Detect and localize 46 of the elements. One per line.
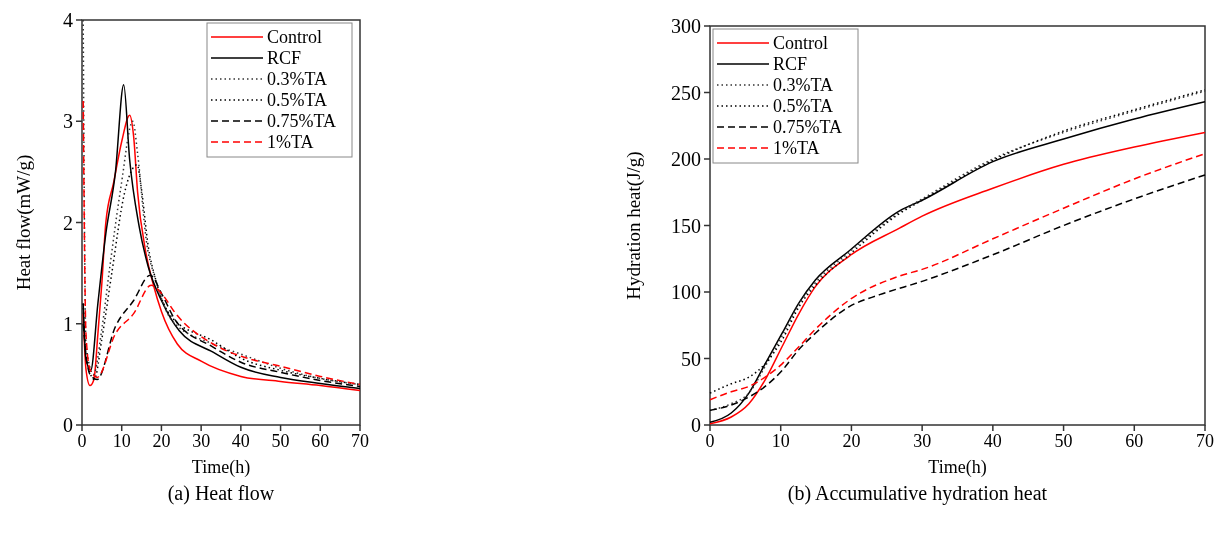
y-tick-label: 0: [63, 414, 73, 436]
x-tick-label: 20: [152, 431, 171, 451]
x-tick-label: 10: [112, 431, 131, 451]
x-tick-label: 70: [1196, 431, 1214, 451]
x-tick-label: 0: [705, 431, 715, 451]
y-tick-label: 200: [671, 148, 701, 170]
x-tick-label: 30: [192, 431, 211, 451]
y-tick-label: 50: [681, 347, 701, 370]
x-tick-label: 60: [1125, 431, 1144, 451]
y-tick-label: 4: [63, 9, 73, 31]
y-axis-title: Heat flow(mW/g): [13, 154, 35, 291]
y-tick-label: 250: [671, 81, 701, 104]
y-tick-label: 100: [671, 281, 701, 303]
x-tick-label: 40: [983, 431, 1002, 451]
legend-label: 0.5%TA: [267, 90, 328, 111]
x-tick-label: 20: [842, 431, 861, 451]
x-axis-title: Time(h): [191, 457, 251, 478]
text: (a) Heat flow: [167, 482, 275, 505]
y-tick-label: 300: [671, 15, 701, 37]
x-tick-label: 0: [77, 431, 87, 451]
y-tick-label: 3: [63, 110, 73, 133]
x-tick-label: 50: [1054, 431, 1073, 451]
x-tick-label: 60: [311, 431, 330, 451]
legend-label: RCF: [773, 54, 808, 75]
x-tick-label: 40: [231, 431, 250, 451]
x-axis-title: Time(h): [928, 457, 987, 478]
legend-label: 1%TA: [773, 138, 820, 159]
y-axis-title: Hydration heat(J/g): [623, 151, 645, 300]
legend-label: Control: [773, 33, 829, 54]
y-tick-label: 150: [671, 214, 701, 237]
x-tick-label: 50: [271, 431, 290, 451]
legend-label: RCF: [267, 48, 302, 69]
x-tick-label: 70: [351, 431, 369, 451]
y-tick-label: 2: [63, 211, 73, 234]
text: (b) Accumulative hydration heat: [787, 482, 1048, 505]
legend-label: 0.3%TA: [773, 75, 834, 96]
legend-label: Control: [267, 27, 323, 48]
legend-label: 0.75%TA: [267, 111, 337, 132]
legend-label: 1%TA: [267, 132, 314, 153]
legend-label: 0.5%TA: [773, 96, 834, 117]
x-tick-label: 30: [913, 431, 932, 451]
y-tick-label: 0: [691, 414, 701, 436]
y-tick-label: 1: [63, 312, 73, 335]
x-tick-label: 10: [771, 431, 790, 451]
legend-label: 0.3%TA: [267, 69, 328, 90]
legend-label: 0.75%TA: [773, 117, 843, 138]
